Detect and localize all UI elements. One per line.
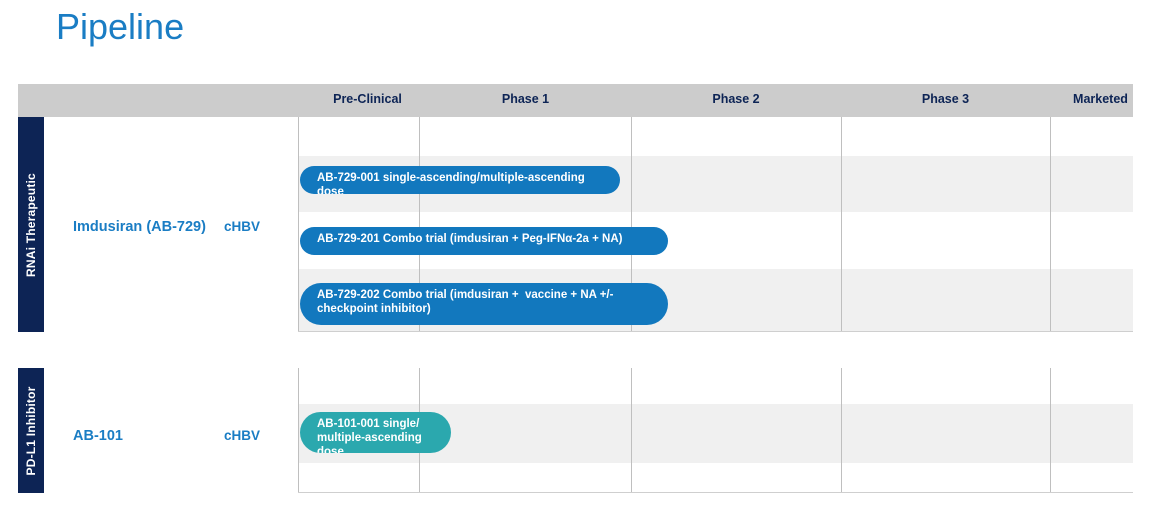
platform-label-pd-l1-inhibitor: PD-L1 Inhibitor (24, 386, 38, 475)
grid-vline (631, 368, 632, 493)
band-row (298, 463, 1133, 493)
program-bar-ab-729-201[interactable]: AB-729-201 Combo trial (imdusiran + Peg-… (300, 227, 668, 255)
grid-vline (1050, 117, 1051, 332)
stage-grid-pdl1: AB-101-001 single/ multiple-ascending do… (298, 368, 1133, 493)
program-bar-ab-101-001[interactable]: AB-101-001 single/ multiple-ascending do… (300, 412, 451, 453)
program-bar-ab-729-001[interactable]: AB-729-001 single-ascending/multiple-asc… (300, 166, 620, 194)
stage-grid-rnai: AB-729-001 single-ascending/multiple-asc… (298, 117, 1133, 332)
product-info-rnai: Imdusiran (AB-729) cHBV (44, 117, 298, 332)
phase-header-row: Pre-Clinical Phase 1 Phase 2 Phase 3 Mar… (18, 84, 1133, 117)
grid-vline (631, 117, 632, 332)
column-header-phase-1: Phase 1 (501, 92, 550, 106)
platform-label-rnai-therapeutic: RNAi Therapeutic (24, 172, 38, 277)
pipeline-block-pd-l1-inhibitor: PD-L1 Inhibitor AB-101 cHBV AB-101-001 s… (18, 368, 1133, 493)
grid-vline (841, 117, 842, 332)
column-header-phase-2: Phase 2 (712, 92, 760, 106)
column-header-phase-3: Phase 3 (921, 92, 970, 106)
grid-vline (419, 117, 420, 332)
platform-spine-rnai-therapeutic: RNAi Therapeutic (18, 117, 44, 332)
band-row (298, 117, 1133, 156)
grid-vline (298, 368, 299, 493)
platform-spine-pd-l1-inhibitor: PD-L1 Inhibitor (18, 368, 44, 493)
column-header-pre-clinical: Pre-Clinical (333, 92, 402, 106)
grid-vline (841, 368, 842, 493)
page-title: Pipeline (56, 6, 185, 47)
grid-hline-bottom (298, 331, 1133, 332)
product-name-imdusiran: Imdusiran (AB-729) (73, 219, 206, 235)
grid-vline (1050, 368, 1051, 493)
program-bar-ab-729-202[interactable]: AB-729-202 Combo trial (imdusiran + vacc… (300, 283, 668, 325)
grid-lines-rnai (298, 117, 1133, 332)
product-indication-imdusiran: cHBV (224, 219, 261, 234)
grid-vline (298, 117, 299, 332)
grid-hline-bottom (298, 492, 1133, 493)
band-row (298, 368, 1133, 404)
product-info-pdl1: AB-101 cHBV (44, 368, 298, 493)
column-header-marketed: Marketed (1073, 92, 1128, 106)
pipeline-block-rnai-therapeutic: RNAi Therapeutic Imdusiran (AB-729) cHBV… (18, 117, 1133, 332)
product-name-ab-101: AB-101 (73, 428, 123, 444)
product-indication-ab-101: cHBV (224, 428, 261, 443)
